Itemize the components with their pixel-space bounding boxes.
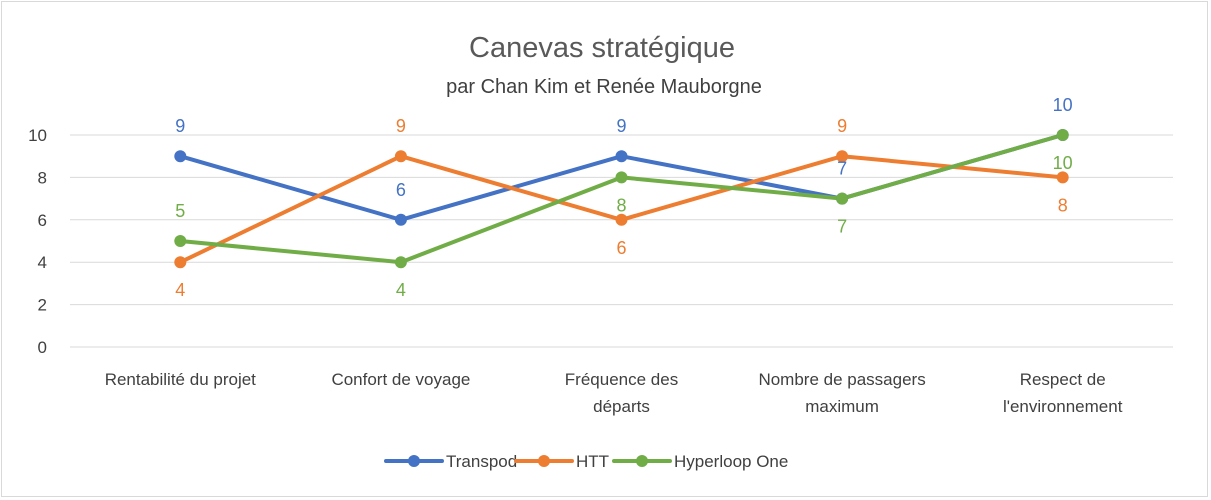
y-tick-label: 4: [38, 253, 47, 272]
data-label: 9: [616, 116, 626, 136]
x-category-label: Respect de l'environnement: [1003, 370, 1123, 416]
x-category-label: Nombre de passagers maximum: [758, 370, 925, 416]
legend-swatch-marker: [538, 455, 550, 467]
data-point: [394, 256, 407, 269]
legend-swatch-marker: [408, 455, 420, 467]
data-label: 10: [1053, 95, 1073, 115]
data-point: [836, 150, 849, 163]
chart-subtitle: par Chan Kim et Renée Mauborgne: [446, 76, 762, 98]
data-point: [394, 150, 407, 163]
legend-entry: HTT: [576, 452, 609, 471]
data-point: [1056, 171, 1069, 184]
data-labels: 9 6 9 7 10 4 9 6 9 8 5 4 8 7 10: [175, 95, 1072, 300]
data-label: 9: [396, 116, 406, 136]
y-tick-label: 0: [38, 338, 47, 357]
data-label: 6: [616, 238, 626, 258]
legend: Transpod HTT Hyperloop One: [384, 452, 788, 471]
data-point: [174, 235, 187, 247]
data-point: [1056, 129, 1069, 141]
data-label: 10: [1053, 153, 1073, 173]
data-label: 4: [175, 280, 185, 300]
data-label: 8: [616, 195, 626, 215]
data-label: 8: [1058, 195, 1068, 215]
data-label: 5: [175, 201, 185, 221]
data-label: 9: [175, 116, 185, 136]
y-tick-label: 6: [38, 211, 47, 230]
data-point: [615, 213, 628, 226]
x-category-label: Rentabilité du projet: [105, 370, 256, 389]
y-tick-label: 8: [38, 168, 47, 187]
data-point: [615, 150, 628, 163]
x-category-label: Confort de voyage: [331, 370, 470, 389]
data-point: [394, 213, 407, 226]
data-label: 6: [396, 180, 406, 200]
legend-entry: Hyperloop One: [674, 452, 788, 471]
legend-entry: Transpod: [446, 452, 517, 471]
y-tick-label: 10: [28, 126, 47, 145]
data-label: 9: [837, 116, 847, 136]
data-label: 4: [396, 280, 406, 300]
y-axis: 0 2 4 6 8 10: [28, 126, 47, 357]
data-label: 7: [837, 217, 847, 237]
x-category-label: Fréquence des départs: [565, 370, 678, 416]
legend-swatch-marker: [636, 455, 648, 467]
data-point: [836, 192, 849, 205]
data-point: [174, 150, 187, 163]
data-point: [615, 171, 628, 184]
y-tick-label: 2: [38, 296, 47, 315]
chart-title: Canevas stratégique: [469, 32, 735, 64]
data-point: [174, 256, 187, 269]
series-group: [174, 129, 1069, 269]
x-axis: Rentabilité du projet Confort de voyage Fr…: [105, 370, 1123, 416]
data-label: 7: [837, 159, 847, 179]
